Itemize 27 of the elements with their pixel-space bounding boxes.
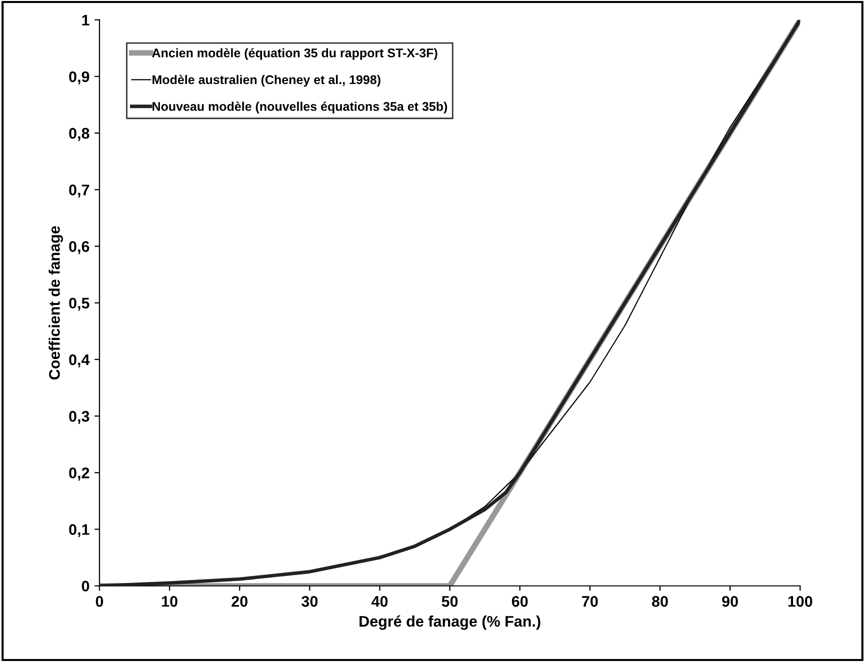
y-tick-label: 0,6 (69, 241, 90, 254)
y-axis-title: Coefficient de fanage (48, 226, 63, 380)
legend-label: Modèle australien (Cheney et al., 1998) (152, 74, 380, 87)
y-tick-label: 0 (82, 580, 90, 592)
x-tick-label: 20 (232, 596, 248, 607)
legend-label: Nouveau modèle (nouvelles équations 35a et 35b) (152, 102, 448, 114)
x-tick-label: 40 (371, 596, 388, 607)
y-tick-label: 1 (82, 14, 90, 26)
y-tick-label: 0,5 (69, 298, 90, 311)
y-tick-label: 0,2 (69, 468, 90, 481)
y-tick-label: 0,8 (69, 128, 90, 141)
x-tick-label: 50 (442, 596, 458, 607)
y-tick-label: 0,7 (69, 184, 90, 198)
y-tick-label: 0,1 (69, 524, 90, 538)
x-tick-label: 80 (652, 596, 668, 607)
x-axis-title: Degré de fanage (% Fan.) (360, 615, 540, 630)
legend-label: Ancien modèle (équation 35 du rapport ST-X-3F) (152, 48, 438, 60)
y-tick-label: 0,4 (69, 354, 90, 368)
x-tick-label: 60 (512, 596, 528, 607)
x-tick-label: 70 (582, 596, 598, 607)
x-tick-label: 100 (788, 596, 812, 607)
x-tick-label: 90 (722, 596, 738, 607)
x-tick-label: 10 (162, 596, 178, 607)
y-tick-label: 0,3 (69, 410, 90, 424)
y-tick-label: 0,9 (69, 71, 90, 84)
x-tick-label: 0 (96, 596, 104, 607)
x-tick-label: 30 (302, 596, 318, 607)
